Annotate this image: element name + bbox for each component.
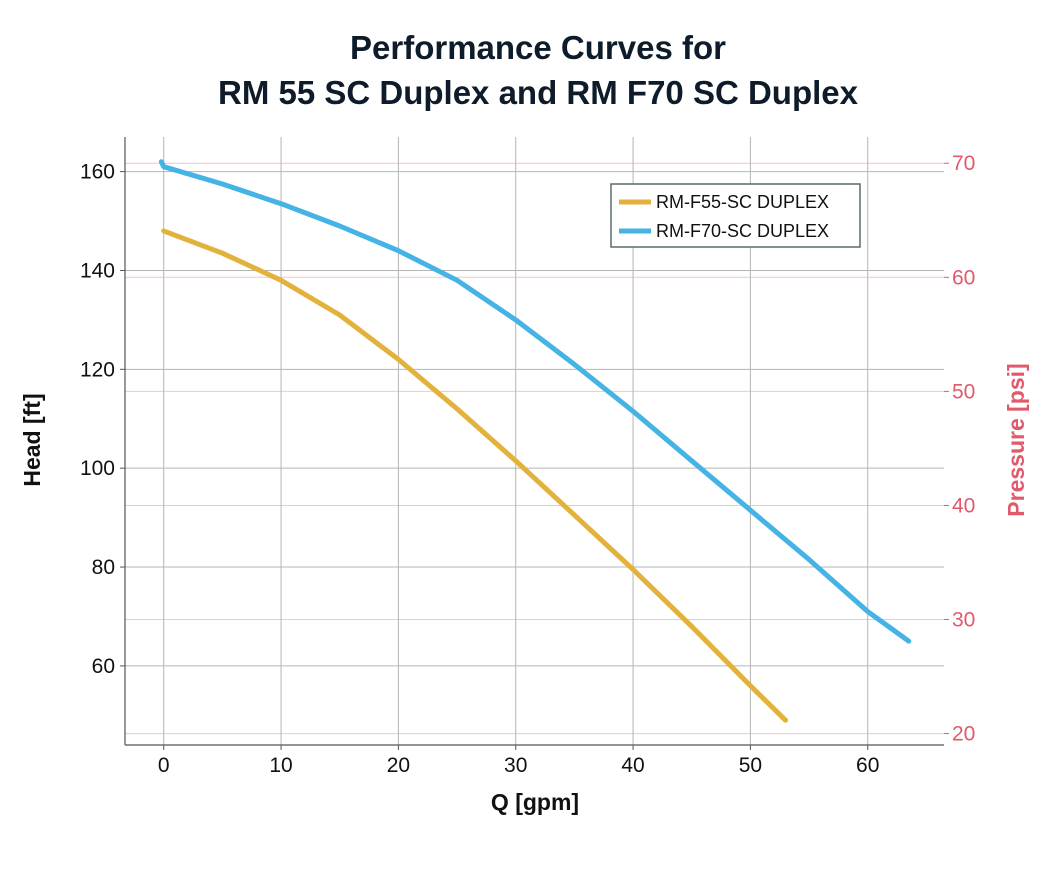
axes (124, 137, 944, 746)
legend-label-series-2: RM-F70-SC DUPLEX (656, 221, 829, 241)
y2-tick-label-40: 40 (952, 494, 975, 517)
x-tick-label-0: 0 (158, 754, 170, 777)
y-tick-label-80: 80 (92, 556, 115, 579)
chart-title-line-1: Performance Curves for (350, 29, 726, 66)
y-tick-label-140: 140 (80, 259, 115, 282)
series-line-2 (158, 159, 912, 644)
y-tick-label-160: 160 (80, 161, 115, 184)
chart-title-line-2: RM 55 SC Duplex and RM F70 SC Duplex (218, 74, 859, 111)
y2-tick-label-50: 50 (952, 380, 975, 403)
y2-tick-label-20: 20 (952, 723, 975, 746)
y2-axis-label: Pressure [psi] (1003, 363, 1029, 516)
left-axis-ticks: 60 80 100 120 140 160 (80, 161, 125, 678)
y-tick-label-60: 60 (92, 655, 115, 678)
y-axis-label: Head [ft] (19, 393, 45, 486)
series-lines (158, 159, 912, 723)
y-tick-label-120: 120 (80, 358, 115, 381)
legend-box (610, 183, 861, 248)
secondary-gridlines (125, 162, 944, 735)
legend: RM-F55-SC DUPLEX RM-F70-SC DUPLEX (610, 183, 861, 248)
x-tick-label-30: 30 (504, 754, 527, 777)
x-tick-label-10: 10 (269, 754, 292, 777)
y2-tick-label-70: 70 (952, 152, 975, 175)
y2-tick-label-60: 60 (952, 266, 975, 289)
bottom-axis-ticks: 0 10 20 30 40 50 60 (158, 745, 879, 777)
series-line-1 (161, 228, 789, 723)
x-axis-label: Q [gpm] (491, 789, 579, 815)
legend-label-series-1: RM-F55-SC DUPLEX (656, 192, 829, 212)
x-tick-label-40: 40 (621, 754, 644, 777)
x-tick-label-20: 20 (387, 754, 410, 777)
y2-tick-label-30: 30 (952, 609, 975, 632)
x-tick-label-50: 50 (739, 754, 762, 777)
x-tick-label-60: 60 (856, 754, 879, 777)
y-tick-label-100: 100 (80, 457, 115, 480)
right-axis-ticks: 20 30 40 50 60 70 (944, 152, 975, 746)
